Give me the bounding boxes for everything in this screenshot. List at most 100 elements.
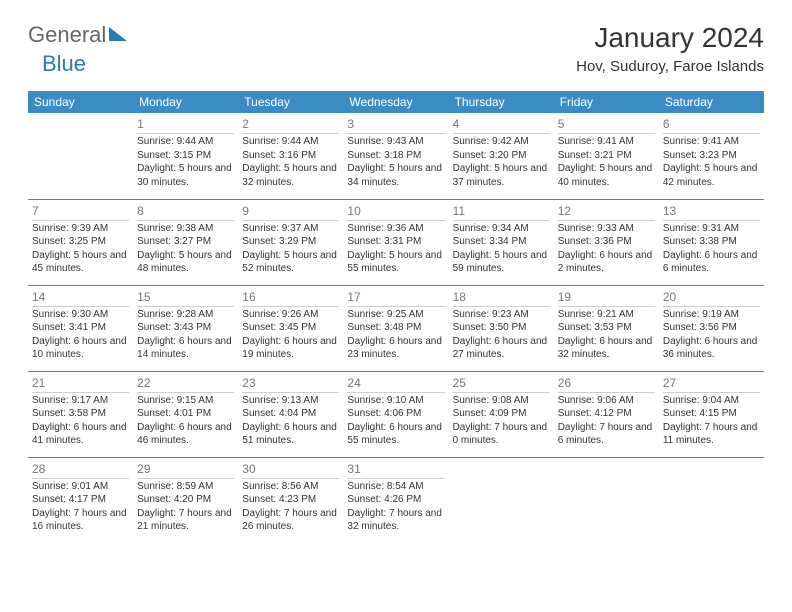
calendar-day-cell: 16Sunrise: 9:26 AMSunset: 3:45 PMDayligh… bbox=[238, 285, 343, 371]
day-info: Sunrise: 9:26 AMSunset: 3:45 PMDaylight:… bbox=[242, 308, 339, 362]
calendar-day-cell: 29Sunrise: 8:59 AMSunset: 4:20 PMDayligh… bbox=[133, 457, 238, 543]
day-number: 10 bbox=[347, 203, 444, 221]
calendar-day-cell: 1Sunrise: 9:44 AMSunset: 3:15 PMDaylight… bbox=[133, 113, 238, 199]
calendar-day-cell: 25Sunrise: 9:08 AMSunset: 4:09 PMDayligh… bbox=[449, 371, 554, 457]
sunset-line: Sunset: 3:25 PM bbox=[32, 235, 129, 249]
daylight-line: Daylight: 6 hours and 46 minutes. bbox=[137, 421, 234, 448]
logo: General bbox=[28, 22, 129, 48]
calendar-day-cell: 26Sunrise: 9:06 AMSunset: 4:12 PMDayligh… bbox=[554, 371, 659, 457]
sunset-line: Sunset: 3:56 PM bbox=[663, 321, 760, 335]
day-info: Sunrise: 8:59 AMSunset: 4:20 PMDaylight:… bbox=[137, 480, 234, 534]
sunset-line: Sunset: 3:48 PM bbox=[347, 321, 444, 335]
sunset-line: Sunset: 3:50 PM bbox=[453, 321, 550, 335]
calendar-day-cell bbox=[554, 457, 659, 543]
day-info: Sunrise: 9:36 AMSunset: 3:31 PMDaylight:… bbox=[347, 222, 444, 276]
calendar-day-cell: 22Sunrise: 9:15 AMSunset: 4:01 PMDayligh… bbox=[133, 371, 238, 457]
day-number: 18 bbox=[453, 289, 550, 307]
calendar-day-cell: 11Sunrise: 9:34 AMSunset: 3:34 PMDayligh… bbox=[449, 199, 554, 285]
sunrise-line: Sunrise: 9:25 AM bbox=[347, 308, 444, 322]
sunrise-line: Sunrise: 9:41 AM bbox=[558, 135, 655, 149]
sunset-line: Sunset: 3:43 PM bbox=[137, 321, 234, 335]
sunrise-line: Sunrise: 9:08 AM bbox=[453, 394, 550, 408]
day-header: Friday bbox=[554, 91, 659, 113]
day-number: 28 bbox=[32, 461, 129, 479]
day-info: Sunrise: 9:42 AMSunset: 3:20 PMDaylight:… bbox=[453, 135, 550, 189]
sunset-line: Sunset: 3:31 PM bbox=[347, 235, 444, 249]
calendar-day-cell: 21Sunrise: 9:17 AMSunset: 3:58 PMDayligh… bbox=[28, 371, 133, 457]
sunrise-line: Sunrise: 9:30 AM bbox=[32, 308, 129, 322]
sunrise-line: Sunrise: 9:44 AM bbox=[137, 135, 234, 149]
calendar-day-cell bbox=[659, 457, 764, 543]
sunset-line: Sunset: 4:12 PM bbox=[558, 407, 655, 421]
sunset-line: Sunset: 4:15 PM bbox=[663, 407, 760, 421]
calendar-day-cell: 23Sunrise: 9:13 AMSunset: 4:04 PMDayligh… bbox=[238, 371, 343, 457]
daylight-line: Daylight: 6 hours and 23 minutes. bbox=[347, 335, 444, 362]
day-header: Saturday bbox=[659, 91, 764, 113]
daylight-line: Daylight: 5 hours and 30 minutes. bbox=[137, 162, 234, 189]
sunset-line: Sunset: 3:45 PM bbox=[242, 321, 339, 335]
day-number: 6 bbox=[663, 116, 760, 134]
sunrise-line: Sunrise: 8:59 AM bbox=[137, 480, 234, 494]
sunset-line: Sunset: 4:17 PM bbox=[32, 493, 129, 507]
sunset-line: Sunset: 3:41 PM bbox=[32, 321, 129, 335]
sunset-line: Sunset: 3:15 PM bbox=[137, 149, 234, 163]
daylight-line: Daylight: 6 hours and 55 minutes. bbox=[347, 421, 444, 448]
day-info: Sunrise: 9:44 AMSunset: 3:16 PMDaylight:… bbox=[242, 135, 339, 189]
day-info: Sunrise: 8:54 AMSunset: 4:26 PMDaylight:… bbox=[347, 480, 444, 534]
day-info: Sunrise: 9:25 AMSunset: 3:48 PMDaylight:… bbox=[347, 308, 444, 362]
daylight-line: Daylight: 5 hours and 55 minutes. bbox=[347, 249, 444, 276]
sunset-line: Sunset: 3:29 PM bbox=[242, 235, 339, 249]
day-header-row: Sunday Monday Tuesday Wednesday Thursday… bbox=[28, 91, 764, 113]
daylight-line: Daylight: 5 hours and 34 minutes. bbox=[347, 162, 444, 189]
day-info: Sunrise: 9:28 AMSunset: 3:43 PMDaylight:… bbox=[137, 308, 234, 362]
calendar-day-cell: 4Sunrise: 9:42 AMSunset: 3:20 PMDaylight… bbox=[449, 113, 554, 199]
day-info: Sunrise: 9:17 AMSunset: 3:58 PMDaylight:… bbox=[32, 394, 129, 448]
daylight-line: Daylight: 5 hours and 45 minutes. bbox=[32, 249, 129, 276]
calendar-day-cell: 6Sunrise: 9:41 AMSunset: 3:23 PMDaylight… bbox=[659, 113, 764, 199]
sunrise-line: Sunrise: 9:34 AM bbox=[453, 222, 550, 236]
sunset-line: Sunset: 4:09 PM bbox=[453, 407, 550, 421]
sunrise-line: Sunrise: 9:39 AM bbox=[32, 222, 129, 236]
daylight-line: Daylight: 7 hours and 32 minutes. bbox=[347, 507, 444, 534]
daylight-line: Daylight: 6 hours and 2 minutes. bbox=[558, 249, 655, 276]
day-info: Sunrise: 9:44 AMSunset: 3:15 PMDaylight:… bbox=[137, 135, 234, 189]
daylight-line: Daylight: 6 hours and 27 minutes. bbox=[453, 335, 550, 362]
day-info: Sunrise: 9:06 AMSunset: 4:12 PMDaylight:… bbox=[558, 394, 655, 448]
day-number: 13 bbox=[663, 203, 760, 221]
sunrise-line: Sunrise: 9:10 AM bbox=[347, 394, 444, 408]
sunrise-line: Sunrise: 9:38 AM bbox=[137, 222, 234, 236]
calendar-day-cell: 20Sunrise: 9:19 AMSunset: 3:56 PMDayligh… bbox=[659, 285, 764, 371]
calendar-day-cell: 13Sunrise: 9:31 AMSunset: 3:38 PMDayligh… bbox=[659, 199, 764, 285]
calendar-day-cell: 12Sunrise: 9:33 AMSunset: 3:36 PMDayligh… bbox=[554, 199, 659, 285]
sunset-line: Sunset: 3:20 PM bbox=[453, 149, 550, 163]
sunrise-line: Sunrise: 9:44 AM bbox=[242, 135, 339, 149]
sunrise-line: Sunrise: 9:26 AM bbox=[242, 308, 339, 322]
sunset-line: Sunset: 3:58 PM bbox=[32, 407, 129, 421]
day-info: Sunrise: 9:43 AMSunset: 3:18 PMDaylight:… bbox=[347, 135, 444, 189]
daylight-line: Daylight: 6 hours and 10 minutes. bbox=[32, 335, 129, 362]
sunrise-line: Sunrise: 9:33 AM bbox=[558, 222, 655, 236]
day-info: Sunrise: 9:31 AMSunset: 3:38 PMDaylight:… bbox=[663, 222, 760, 276]
daylight-line: Daylight: 7 hours and 21 minutes. bbox=[137, 507, 234, 534]
daylight-line: Daylight: 6 hours and 36 minutes. bbox=[663, 335, 760, 362]
sunrise-line: Sunrise: 9:15 AM bbox=[137, 394, 234, 408]
day-info: Sunrise: 9:37 AMSunset: 3:29 PMDaylight:… bbox=[242, 222, 339, 276]
calendar-day-cell: 8Sunrise: 9:38 AMSunset: 3:27 PMDaylight… bbox=[133, 199, 238, 285]
sunset-line: Sunset: 3:38 PM bbox=[663, 235, 760, 249]
day-number: 27 bbox=[663, 375, 760, 393]
sunrise-line: Sunrise: 9:23 AM bbox=[453, 308, 550, 322]
day-number: 26 bbox=[558, 375, 655, 393]
sunset-line: Sunset: 3:34 PM bbox=[453, 235, 550, 249]
sunset-line: Sunset: 3:53 PM bbox=[558, 321, 655, 335]
calendar-week-row: 21Sunrise: 9:17 AMSunset: 3:58 PMDayligh… bbox=[28, 371, 764, 457]
day-info: Sunrise: 9:10 AMSunset: 4:06 PMDaylight:… bbox=[347, 394, 444, 448]
day-number: 3 bbox=[347, 116, 444, 134]
day-number: 11 bbox=[453, 203, 550, 221]
calendar-day-cell: 2Sunrise: 9:44 AMSunset: 3:16 PMDaylight… bbox=[238, 113, 343, 199]
day-header: Thursday bbox=[449, 91, 554, 113]
day-info: Sunrise: 9:04 AMSunset: 4:15 PMDaylight:… bbox=[663, 394, 760, 448]
day-info: Sunrise: 9:21 AMSunset: 3:53 PMDaylight:… bbox=[558, 308, 655, 362]
calendar-day-cell: 18Sunrise: 9:23 AMSunset: 3:50 PMDayligh… bbox=[449, 285, 554, 371]
day-info: Sunrise: 9:13 AMSunset: 4:04 PMDaylight:… bbox=[242, 394, 339, 448]
daylight-line: Daylight: 5 hours and 59 minutes. bbox=[453, 249, 550, 276]
